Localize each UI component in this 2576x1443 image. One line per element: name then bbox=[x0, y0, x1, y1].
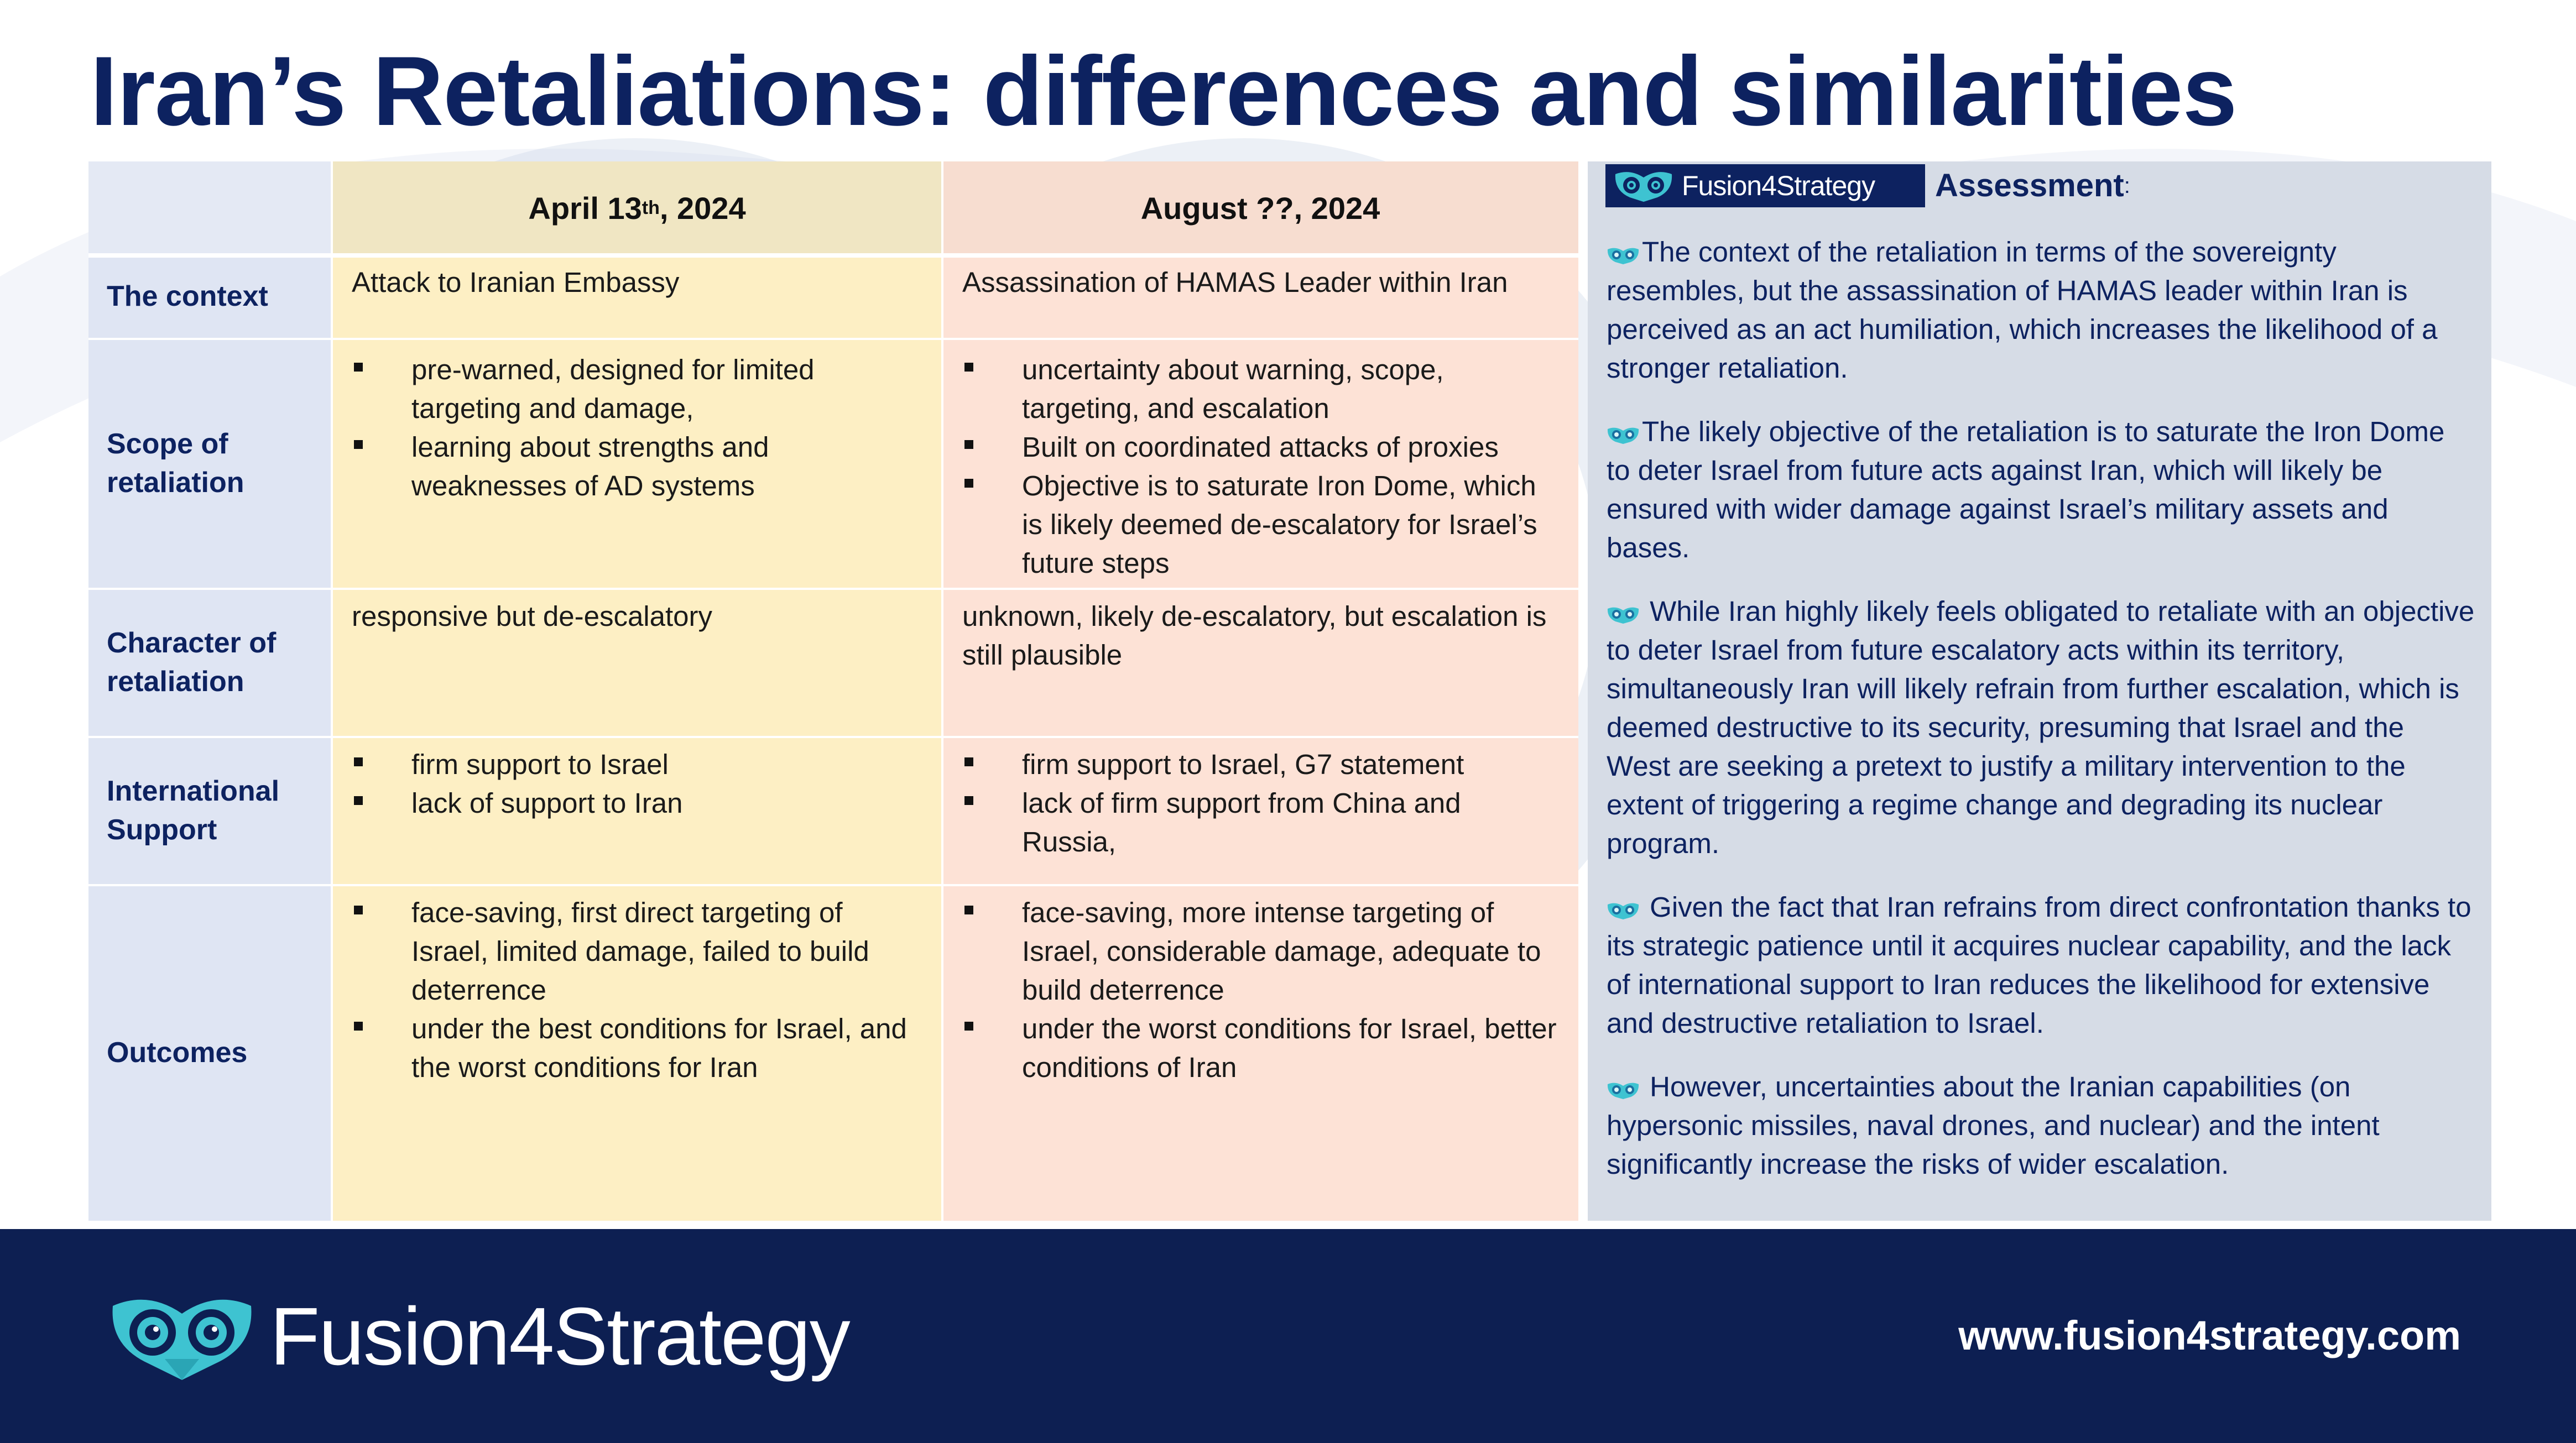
list-item: lack of firm support from China and Russ… bbox=[962, 784, 1558, 861]
list-item: uncertainty about warning, scope, target… bbox=[962, 351, 1558, 428]
bullet-square bbox=[964, 906, 973, 914]
support-april: firm support to Israel lack of support t… bbox=[332, 736, 942, 885]
bullet-square bbox=[964, 440, 973, 449]
assessment-paragraph-text: However, uncertainties about the Iranian… bbox=[1607, 1071, 2380, 1180]
list-item-text: uncertainty about warning, scope, target… bbox=[1022, 354, 1444, 424]
bullet-square bbox=[354, 757, 363, 766]
column-header-april-rest: , 2024 bbox=[659, 190, 746, 226]
outcomes-august: face-saving, more intense targeting of I… bbox=[942, 885, 1578, 1221]
table-divider bbox=[88, 736, 1578, 738]
assessment-title: Assessment bbox=[1935, 168, 2124, 203]
list-item-text: firm support to Israel bbox=[411, 749, 669, 780]
scope-april: pre-warned, designed for limited targeti… bbox=[332, 338, 942, 588]
owl-icon bbox=[1607, 607, 1639, 624]
list-item-text: face-saving, first direct targeting of I… bbox=[411, 897, 869, 1006]
row-header-context: The context bbox=[88, 254, 332, 338]
list-item: firm support to Israel bbox=[352, 745, 922, 784]
assessment-colon: : bbox=[2124, 174, 2130, 198]
list-item-text: lack of firm support from China and Russ… bbox=[1022, 787, 1461, 858]
bullet-square bbox=[964, 796, 973, 805]
assessment-paragraph-text: Given the fact that Iran refrains from d… bbox=[1607, 891, 2471, 1039]
footer-logo[interactable]: Fusion4Strategy bbox=[109, 1290, 851, 1384]
assessment-paragraph-text: While Iran highly likely feels obligated… bbox=[1607, 595, 2475, 859]
bullet-square bbox=[354, 363, 363, 372]
assessment-paragraph: However, uncertainties about the Iranian… bbox=[1607, 1068, 2475, 1184]
owl-icon bbox=[1607, 248, 1639, 264]
website-link[interactable]: www.fusion4strategy.com bbox=[1958, 1313, 2461, 1358]
bullet-square bbox=[354, 440, 363, 449]
assessment-paragraph: Given the fact that Iran refrains from d… bbox=[1607, 888, 2475, 1043]
table-divider bbox=[88, 588, 1578, 590]
list-item: lack of support to Iran bbox=[352, 784, 922, 823]
brand-logo-small: Fusion4Strategy bbox=[1605, 164, 1925, 207]
table-divider bbox=[331, 161, 333, 1221]
list-item: under the worst conditions for Israel, b… bbox=[962, 1010, 1558, 1087]
owl-icon bbox=[1607, 427, 1639, 444]
list-item: learning about strengths and weaknesses … bbox=[352, 428, 922, 505]
row-header-outcomes: Outcomes bbox=[88, 885, 332, 1221]
owl-logo-icon bbox=[112, 1299, 252, 1380]
assessment-paragraph-text: The likely objective of the retaliation … bbox=[1607, 416, 2445, 563]
list-item: firm support to Israel, G7 statement bbox=[962, 745, 1558, 784]
list-item: face-saving, more intense targeting of I… bbox=[962, 893, 1558, 1010]
brand-name-small: Fusion4Strategy bbox=[1682, 170, 1875, 201]
bullet-square bbox=[964, 757, 973, 766]
list-item-text: firm support to Israel, G7 statement bbox=[1022, 749, 1464, 780]
assessment-paragraph: The likely objective of the retaliation … bbox=[1607, 412, 2475, 567]
scope-august: uncertainty about warning, scope, target… bbox=[942, 338, 1578, 588]
row-header-character: Character of retaliation bbox=[88, 588, 332, 736]
outcomes-april: face-saving, first direct targeting of I… bbox=[332, 885, 942, 1221]
bullet-square bbox=[964, 363, 973, 372]
page-title: Iran’s Retaliations: differences and sim… bbox=[90, 36, 2238, 146]
assessment-paragraph: The context of the retaliation in terms … bbox=[1607, 233, 2475, 388]
character-august: unknown, likely de-escalatory, but escal… bbox=[942, 588, 1578, 736]
list-item-text: Objective is to saturate Iron Dome, whic… bbox=[1022, 470, 1537, 579]
assessment-paragraph-text: The context of the retaliation in terms … bbox=[1607, 236, 2438, 384]
list-item-text: Built on coordinated attacks of proxies bbox=[1022, 431, 1499, 463]
row-header-scope: Scope of retaliation bbox=[88, 338, 332, 588]
list-item: Objective is to saturate Iron Dome, whic… bbox=[962, 467, 1558, 583]
assessment-header: Fusion4Strategy Assessment: bbox=[1605, 164, 2475, 208]
assessment-panel: Fusion4Strategy Assessment: The context … bbox=[1588, 161, 2491, 1221]
list-item-text: face-saving, more intense targeting of I… bbox=[1022, 897, 1541, 1006]
owl-logo-icon bbox=[1615, 172, 1672, 202]
list-item: face-saving, first direct targeting of I… bbox=[352, 893, 922, 1010]
list-item-text: under the worst conditions for Israel, b… bbox=[1022, 1013, 1557, 1083]
list-item-text: under the best conditions for Israel, an… bbox=[411, 1013, 907, 1083]
assessment-paragraph: While Iran highly likely feels obligated… bbox=[1607, 592, 2475, 863]
owl-icon bbox=[1607, 903, 1639, 919]
row-header-international-support: International Support bbox=[88, 736, 332, 885]
context-april: Attack to Iranian Embassy bbox=[332, 254, 942, 338]
list-item: pre-warned, designed for limited targeti… bbox=[352, 351, 922, 428]
footer-brand-name: Fusion4Strategy bbox=[270, 1291, 851, 1382]
context-august: Assassination of HAMAS Leader within Ira… bbox=[942, 254, 1578, 338]
table-divider bbox=[88, 253, 1578, 258]
owl-icon bbox=[1607, 1083, 1639, 1099]
table-divider bbox=[88, 884, 1578, 886]
column-header-august: August ??, 2024 bbox=[942, 161, 1578, 254]
bullet-square bbox=[964, 1022, 973, 1031]
list-item-text: learning about strengths and weaknesses … bbox=[411, 431, 769, 501]
character-april: responsive but de-escalatory bbox=[332, 588, 942, 736]
column-header-april-sup: th bbox=[642, 197, 660, 218]
corner-cell bbox=[88, 161, 332, 254]
list-item: Built on coordinated attacks of proxies bbox=[962, 428, 1558, 467]
bullet-square bbox=[354, 906, 363, 914]
support-august: firm support to Israel, G7 statement lac… bbox=[942, 736, 1578, 885]
list-item-text: pre-warned, designed for limited targeti… bbox=[411, 354, 815, 424]
table-divider bbox=[88, 338, 1578, 340]
bullet-square bbox=[964, 479, 973, 488]
list-item-text: lack of support to Iran bbox=[411, 787, 683, 819]
table-divider bbox=[941, 161, 943, 1221]
list-item: under the best conditions for Israel, an… bbox=[352, 1010, 922, 1087]
bullet-square bbox=[354, 796, 363, 805]
bullet-square bbox=[354, 1022, 363, 1031]
footer-bar: Fusion4Strategy www.fusion4strategy.com bbox=[0, 1229, 2576, 1443]
column-header-april-main: April 13 bbox=[528, 190, 642, 226]
